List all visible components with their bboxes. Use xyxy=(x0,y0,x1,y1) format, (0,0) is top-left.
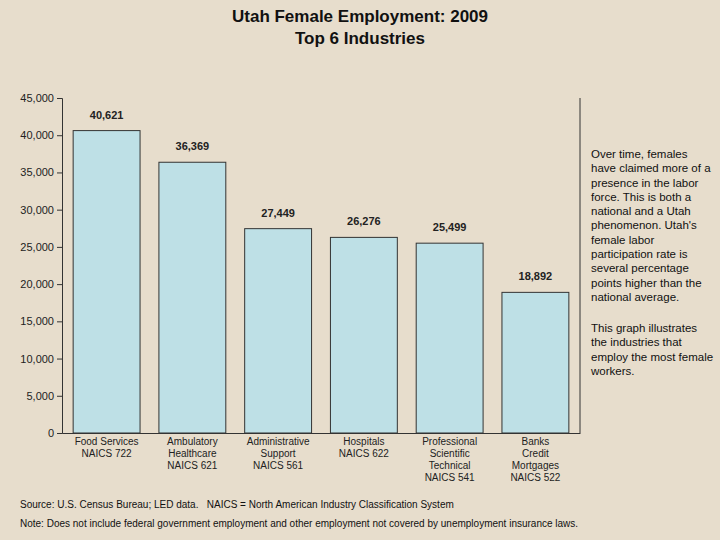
bar xyxy=(73,131,140,433)
data-label: 25,499 xyxy=(433,221,467,233)
data-label: 40,621 xyxy=(90,109,124,121)
y-tick-label: 0 xyxy=(48,427,54,439)
y-axis-line xyxy=(57,99,63,434)
bar xyxy=(502,292,569,433)
y-tick-label: 30,000 xyxy=(20,204,54,216)
bars xyxy=(73,131,569,433)
y-tick-label: 40,000 xyxy=(20,129,54,141)
y-tick: 35,000 xyxy=(20,166,62,178)
x-tick: AdministrativeSupportNAICS 561 xyxy=(247,433,310,471)
y-tick: 5,000 xyxy=(26,390,62,402)
bar xyxy=(416,243,483,433)
y-tick-label: 25,000 xyxy=(20,241,54,253)
y-tick-label: 20,000 xyxy=(20,278,54,290)
x-tick-label: ProfessionalScientificTechnicalNAICS 541 xyxy=(422,436,477,483)
y-tick: 20,000 xyxy=(20,278,62,290)
y-tick-mark xyxy=(57,247,62,248)
source: Source: U.S. Census Bureau; LED data. NA… xyxy=(20,499,454,510)
y-axis: 0 5,000 10,000 15,000 20,000 25,000 30,000 35,0… xyxy=(20,92,62,439)
data-label: 18,892 xyxy=(519,270,553,282)
y-tick-mark xyxy=(57,172,62,173)
bar xyxy=(245,229,312,433)
y-tick-mark xyxy=(57,321,62,322)
bar xyxy=(159,162,226,433)
x-tick-label: BanksCreditMortgagesNAICS 522 xyxy=(510,436,560,483)
x-tick-label: AdministrativeSupportNAICS 561 xyxy=(247,436,310,471)
y-tick-mark xyxy=(57,359,62,360)
y-tick-label: 15,000 xyxy=(20,315,54,327)
y-tick: 30,000 xyxy=(20,204,62,216)
annotation: This graph illustrates the industries th… xyxy=(591,321,715,378)
y-tick: 45,000 xyxy=(20,92,62,104)
y-tick-label: 45,000 xyxy=(20,92,54,104)
data-label: 27,449 xyxy=(261,207,295,219)
y-tick-mark xyxy=(57,284,62,285)
x-tick-label: AmbulatoryHealthcareNAICS 621 xyxy=(167,436,218,471)
y-tick: 25,000 xyxy=(20,241,62,253)
x-tick-label: HospitalsNAICS 622 xyxy=(339,436,389,459)
subtitle: Top 6 Industries xyxy=(295,29,425,48)
x-tick: HospitalsNAICS 622 xyxy=(339,433,389,459)
note: Note: Does not include federal governmen… xyxy=(20,518,578,529)
y-tick-label: 5,000 xyxy=(26,390,54,402)
x-axis-line xyxy=(63,433,581,434)
y-tick-label: 10,000 xyxy=(20,353,54,365)
y-tick: 15,000 xyxy=(20,315,62,327)
annotation: Over time, females have claimed more of … xyxy=(591,147,715,304)
data-label: 36,369 xyxy=(176,140,210,152)
x-tick: BanksCreditMortgagesNAICS 522 xyxy=(510,433,560,483)
x-tick: ProfessionalScientificTechnicalNAICS 541 xyxy=(422,433,477,483)
y-tick: 0 xyxy=(48,427,62,439)
title: Utah Female Employment: 2009 xyxy=(232,7,488,26)
y-tick: 40,000 xyxy=(20,129,62,141)
x-tick: AmbulatoryHealthcareNAICS 621 xyxy=(167,433,218,471)
bar xyxy=(330,237,397,433)
y-tick-label: 35,000 xyxy=(20,166,54,178)
x-tick: Food ServicesNAICS 722 xyxy=(75,433,139,459)
y-tick: 10,000 xyxy=(20,353,62,365)
y-tick-mark xyxy=(57,210,62,211)
y-tick-mark xyxy=(57,135,62,136)
x-tick-label: Food ServicesNAICS 722 xyxy=(75,436,139,459)
data-label: 26,276 xyxy=(347,215,381,227)
x-axis: Food ServicesNAICS 722 AmbulatoryHealthca… xyxy=(63,433,581,483)
plot-frame xyxy=(580,98,581,433)
y-tick-mark xyxy=(57,396,62,397)
data-labels: 40,621 36,369 27,449 26,276 25,499 18,892 xyxy=(90,109,552,283)
y-tick-mark xyxy=(57,98,62,99)
y-tick-mark xyxy=(57,433,62,434)
